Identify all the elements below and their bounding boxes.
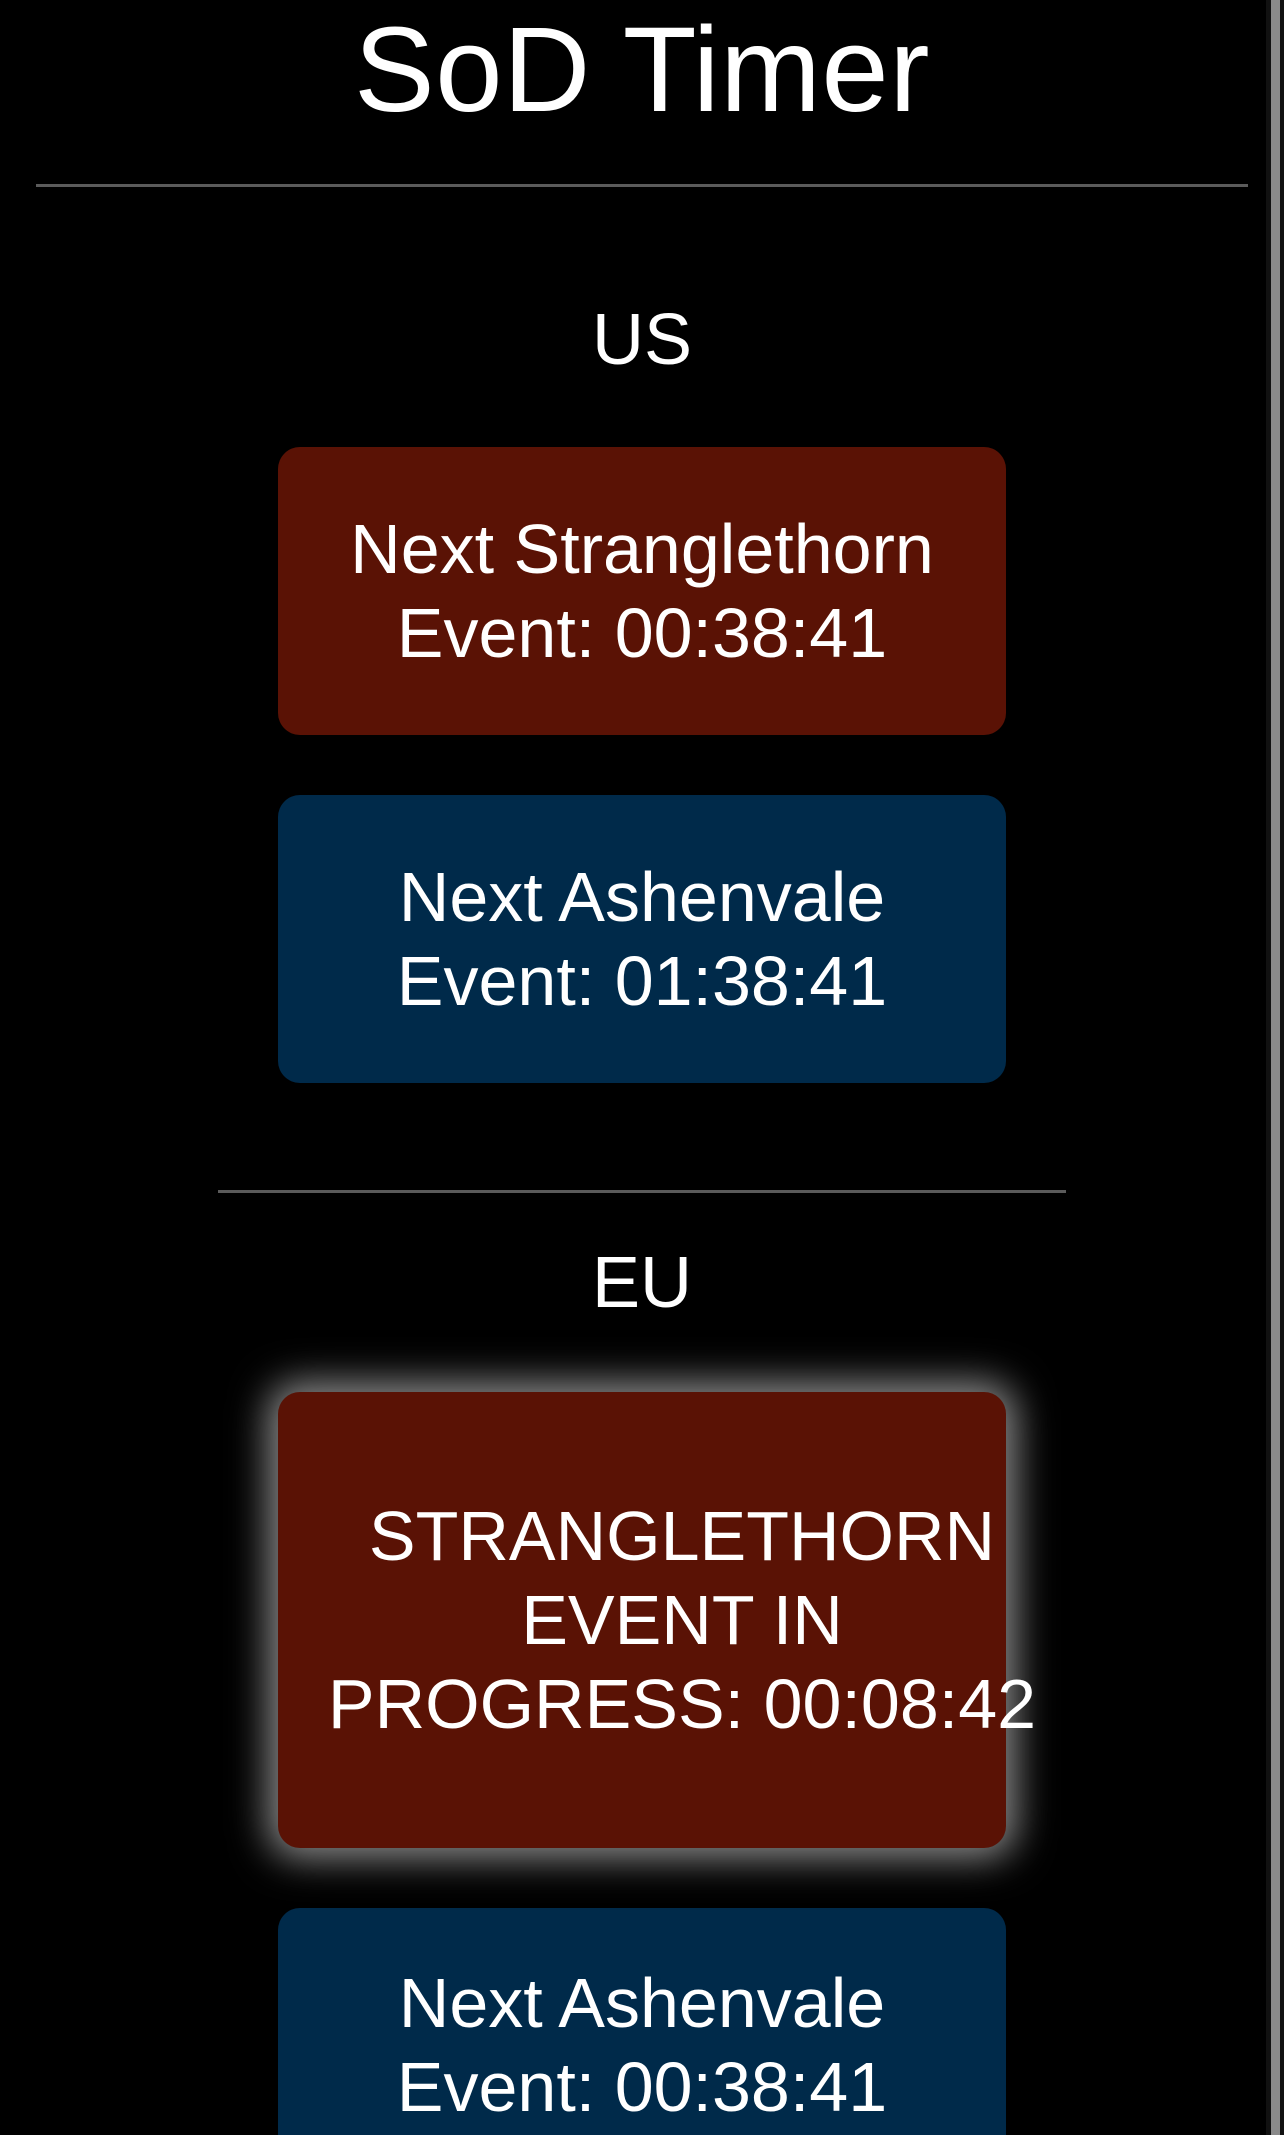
us-stranglethorn-timer-label: Next Stranglethorn Event: 00:38:41 bbox=[350, 510, 934, 672]
eu-ashenvale-timer-button[interactable]: Next Ashenvale Event: 00:38:41 bbox=[278, 1908, 1006, 2135]
eu-stranglethorn-active-timer-label: STRANGLETHORN EVENT IN PROGRESS: 00:08:4… bbox=[327, 1497, 1037, 1743]
eu-ashenvale-timer-label: Next Ashenvale Event: 00:38:41 bbox=[396, 1964, 888, 2126]
us-stranglethorn-timer-button[interactable]: Next Stranglethorn Event: 00:38:41 bbox=[278, 447, 1006, 735]
region-title-eu: EU bbox=[591, 1243, 693, 1323]
title-divider bbox=[36, 184, 1248, 187]
region-title-us: US bbox=[591, 300, 693, 380]
eu-stranglethorn-active-timer-button[interactable]: STRANGLETHORN EVENT IN PROGRESS: 00:08:4… bbox=[278, 1392, 1036, 1848]
region-divider bbox=[218, 1190, 1066, 1193]
us-ashenvale-timer-label: Next Ashenvale Event: 01:38:41 bbox=[396, 858, 888, 1020]
scrollbar-thumb[interactable] bbox=[1271, 0, 1280, 2135]
page-title: SoD Timer bbox=[353, 1, 930, 137]
vertical-scrollbar[interactable] bbox=[1266, 0, 1284, 2135]
us-ashenvale-timer-button[interactable]: Next Ashenvale Event: 01:38:41 bbox=[278, 795, 1006, 1083]
